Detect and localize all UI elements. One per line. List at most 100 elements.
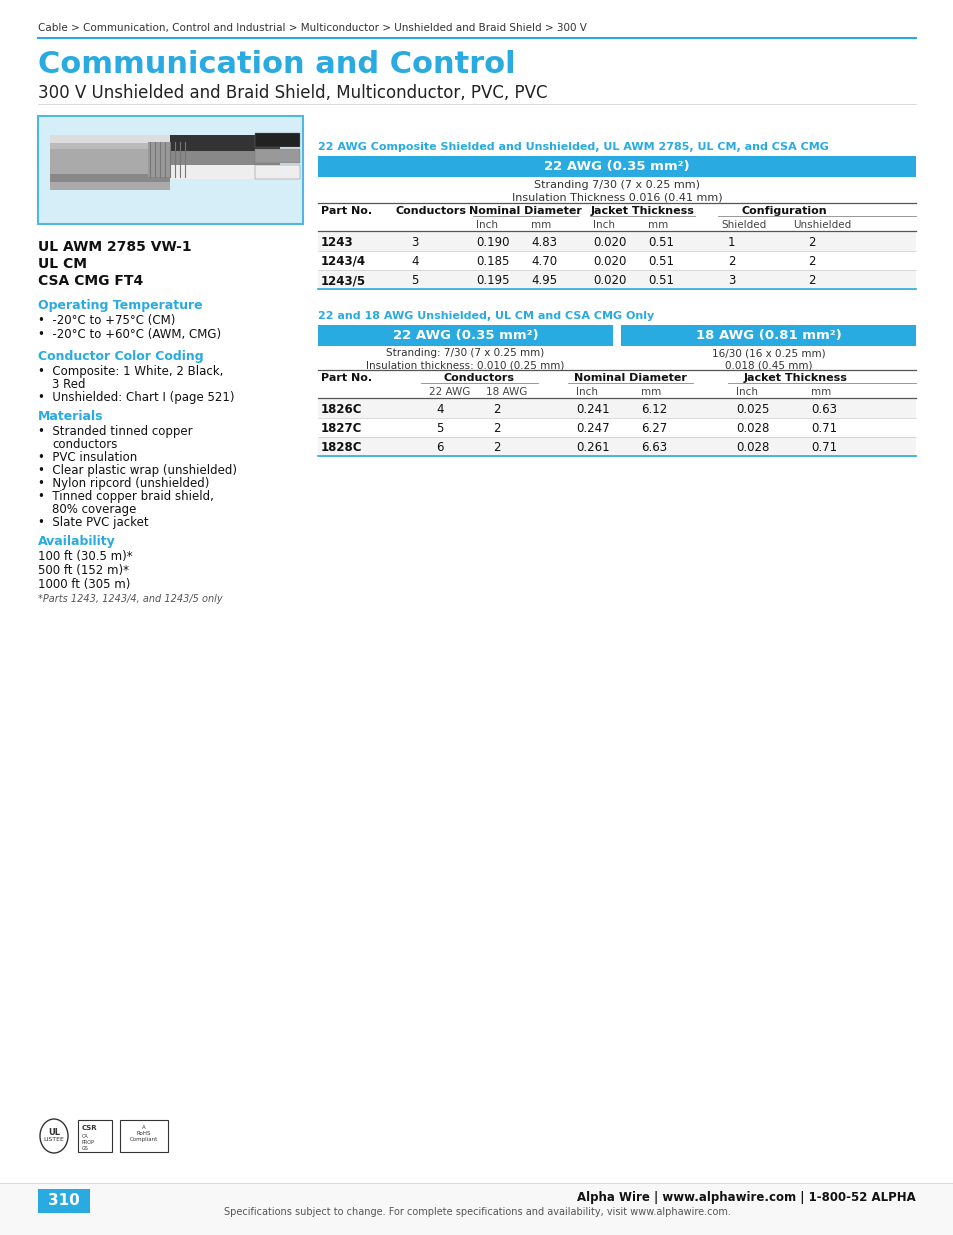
Text: •  -20°C to +75°C (CM): • -20°C to +75°C (CM)	[38, 314, 175, 327]
Text: Operating Temperature: Operating Temperature	[38, 299, 202, 312]
Text: 4.70: 4.70	[531, 254, 557, 268]
Text: Conductors: Conductors	[395, 206, 467, 216]
Text: 2: 2	[493, 422, 500, 435]
Text: 2: 2	[807, 236, 815, 249]
Text: Inch: Inch	[576, 387, 598, 396]
Text: 80% coverage: 80% coverage	[52, 503, 136, 516]
Text: CSA CMG FT4: CSA CMG FT4	[38, 274, 143, 288]
Text: Alpha Wire | www.alphawire.com | 1-800-52 ALPHA: Alpha Wire | www.alphawire.com | 1-800-5…	[577, 1191, 915, 1204]
Text: •  Clear plastic wrap (unshielded): • Clear plastic wrap (unshielded)	[38, 464, 236, 477]
Text: 16/30 (16 x 0.25 mm): 16/30 (16 x 0.25 mm)	[711, 348, 824, 358]
Text: CA
PROP
GS: CA PROP GS	[82, 1134, 94, 1151]
Bar	[78, 1120, 112, 1152]
Text: •  PVC insulation: • PVC insulation	[38, 451, 137, 464]
Bar	[50, 174, 170, 182]
Text: Inch: Inch	[735, 387, 758, 396]
Text: 6: 6	[436, 441, 443, 454]
Text: 0.185: 0.185	[476, 254, 509, 268]
Text: Jacket Thickness: Jacket Thickness	[590, 206, 694, 216]
Text: 5: 5	[411, 274, 418, 287]
Text: Nominal Diameter: Nominal Diameter	[574, 373, 686, 383]
Text: 0.63: 0.63	[810, 403, 836, 416]
Bar	[0, 1183, 953, 1235]
Text: Nominal Diameter: Nominal Diameter	[469, 206, 581, 216]
Text: 1243/4: 1243/4	[320, 254, 366, 268]
Text: 6.63: 6.63	[640, 441, 666, 454]
Text: Part No.: Part No.	[320, 373, 372, 383]
Text: mm: mm	[810, 387, 830, 396]
Text: Part No.: Part No.	[320, 206, 372, 216]
Text: mm: mm	[640, 387, 660, 396]
Text: •  Unshielded: Chart I (page 521): • Unshielded: Chart I (page 521)	[38, 391, 234, 404]
Text: Materials: Materials	[38, 410, 103, 424]
Text: Cable > Communication, Control and Industrial > Multiconductor > Unshielded and : Cable > Communication, Control and Indus…	[38, 23, 586, 33]
Bar	[254, 149, 299, 163]
Text: Availability: Availability	[38, 535, 115, 548]
Text: 0.028: 0.028	[735, 441, 768, 454]
Bar	[317, 156, 915, 177]
Text: Configuration: Configuration	[740, 206, 826, 216]
Text: 22 AWG (0.35 mm²): 22 AWG (0.35 mm²)	[543, 161, 689, 173]
Text: Jacket Thickness: Jacket Thickness	[742, 373, 846, 383]
Text: CSR: CSR	[82, 1125, 97, 1131]
Text: 5: 5	[436, 422, 443, 435]
Text: 22 AWG: 22 AWG	[429, 387, 470, 396]
Text: *Parts 1243, 1243/4, and 1243/5 only: *Parts 1243, 1243/4, and 1243/5 only	[38, 594, 222, 604]
Text: 0.018 (0.45 mm): 0.018 (0.45 mm)	[724, 359, 811, 370]
Text: 4: 4	[411, 254, 418, 268]
Text: 4: 4	[436, 403, 443, 416]
Bar	[38, 1189, 90, 1213]
Text: 0.51: 0.51	[647, 254, 673, 268]
Text: 0.190: 0.190	[476, 236, 509, 249]
Bar	[317, 232, 915, 251]
Text: UL AWM 2785 VW-1: UL AWM 2785 VW-1	[38, 240, 192, 254]
Text: Stranding 7/30 (7 x 0.25 mm): Stranding 7/30 (7 x 0.25 mm)	[534, 180, 700, 190]
Text: 0.241: 0.241	[576, 403, 609, 416]
Text: 1000 ft (305 m): 1000 ft (305 m)	[38, 578, 131, 592]
Text: Conductor Color Coding: Conductor Color Coding	[38, 350, 203, 363]
Text: 6.12: 6.12	[640, 403, 666, 416]
Text: 2: 2	[727, 254, 735, 268]
Text: 310: 310	[48, 1193, 80, 1208]
Bar	[317, 270, 915, 289]
Text: 3: 3	[727, 274, 735, 287]
Text: 1826C: 1826C	[320, 403, 362, 416]
Text: 18 AWG (0.81 mm²): 18 AWG (0.81 mm²)	[695, 329, 841, 342]
Text: Shielded: Shielded	[720, 220, 765, 230]
Text: UL: UL	[48, 1128, 60, 1137]
Text: Inch: Inch	[593, 220, 615, 230]
Bar	[50, 143, 170, 149]
Bar	[170, 151, 280, 165]
Bar	[317, 417, 915, 437]
Bar	[620, 325, 915, 346]
Bar	[170, 135, 280, 151]
Text: mm: mm	[531, 220, 551, 230]
Text: conductors: conductors	[52, 438, 117, 451]
Text: 500 ft (152 m)*: 500 ft (152 m)*	[38, 564, 129, 577]
Text: 0.261: 0.261	[576, 441, 609, 454]
Text: Communication and Control: Communication and Control	[38, 49, 515, 79]
Text: 4.83: 4.83	[531, 236, 557, 249]
Text: 1243: 1243	[320, 236, 354, 249]
Bar	[50, 135, 170, 190]
Text: 2: 2	[493, 403, 500, 416]
Bar	[317, 251, 915, 270]
Ellipse shape	[40, 1119, 68, 1153]
Bar	[120, 1120, 168, 1152]
Text: •  Composite: 1 White, 2 Black,: • Composite: 1 White, 2 Black,	[38, 366, 223, 378]
Text: 0.71: 0.71	[810, 422, 836, 435]
Text: •  Slate PVC jacket: • Slate PVC jacket	[38, 516, 149, 529]
Text: •  Stranded tinned copper: • Stranded tinned copper	[38, 425, 193, 438]
Text: 6.27: 6.27	[640, 422, 666, 435]
Text: 1243/5: 1243/5	[320, 274, 366, 287]
Text: mm: mm	[647, 220, 667, 230]
Bar	[170, 165, 280, 179]
Bar	[317, 437, 915, 456]
Text: 4.95: 4.95	[531, 274, 557, 287]
Text: 0.51: 0.51	[647, 236, 673, 249]
Text: 0.025: 0.025	[735, 403, 768, 416]
Text: Stranding: 7/30 (7 x 0.25 mm): Stranding: 7/30 (7 x 0.25 mm)	[386, 348, 544, 358]
Text: 300 V Unshielded and Braid Shield, Multiconductor, PVC, PVC: 300 V Unshielded and Braid Shield, Multi…	[38, 84, 547, 103]
Text: 1827C: 1827C	[320, 422, 362, 435]
Text: 0.028: 0.028	[735, 422, 768, 435]
